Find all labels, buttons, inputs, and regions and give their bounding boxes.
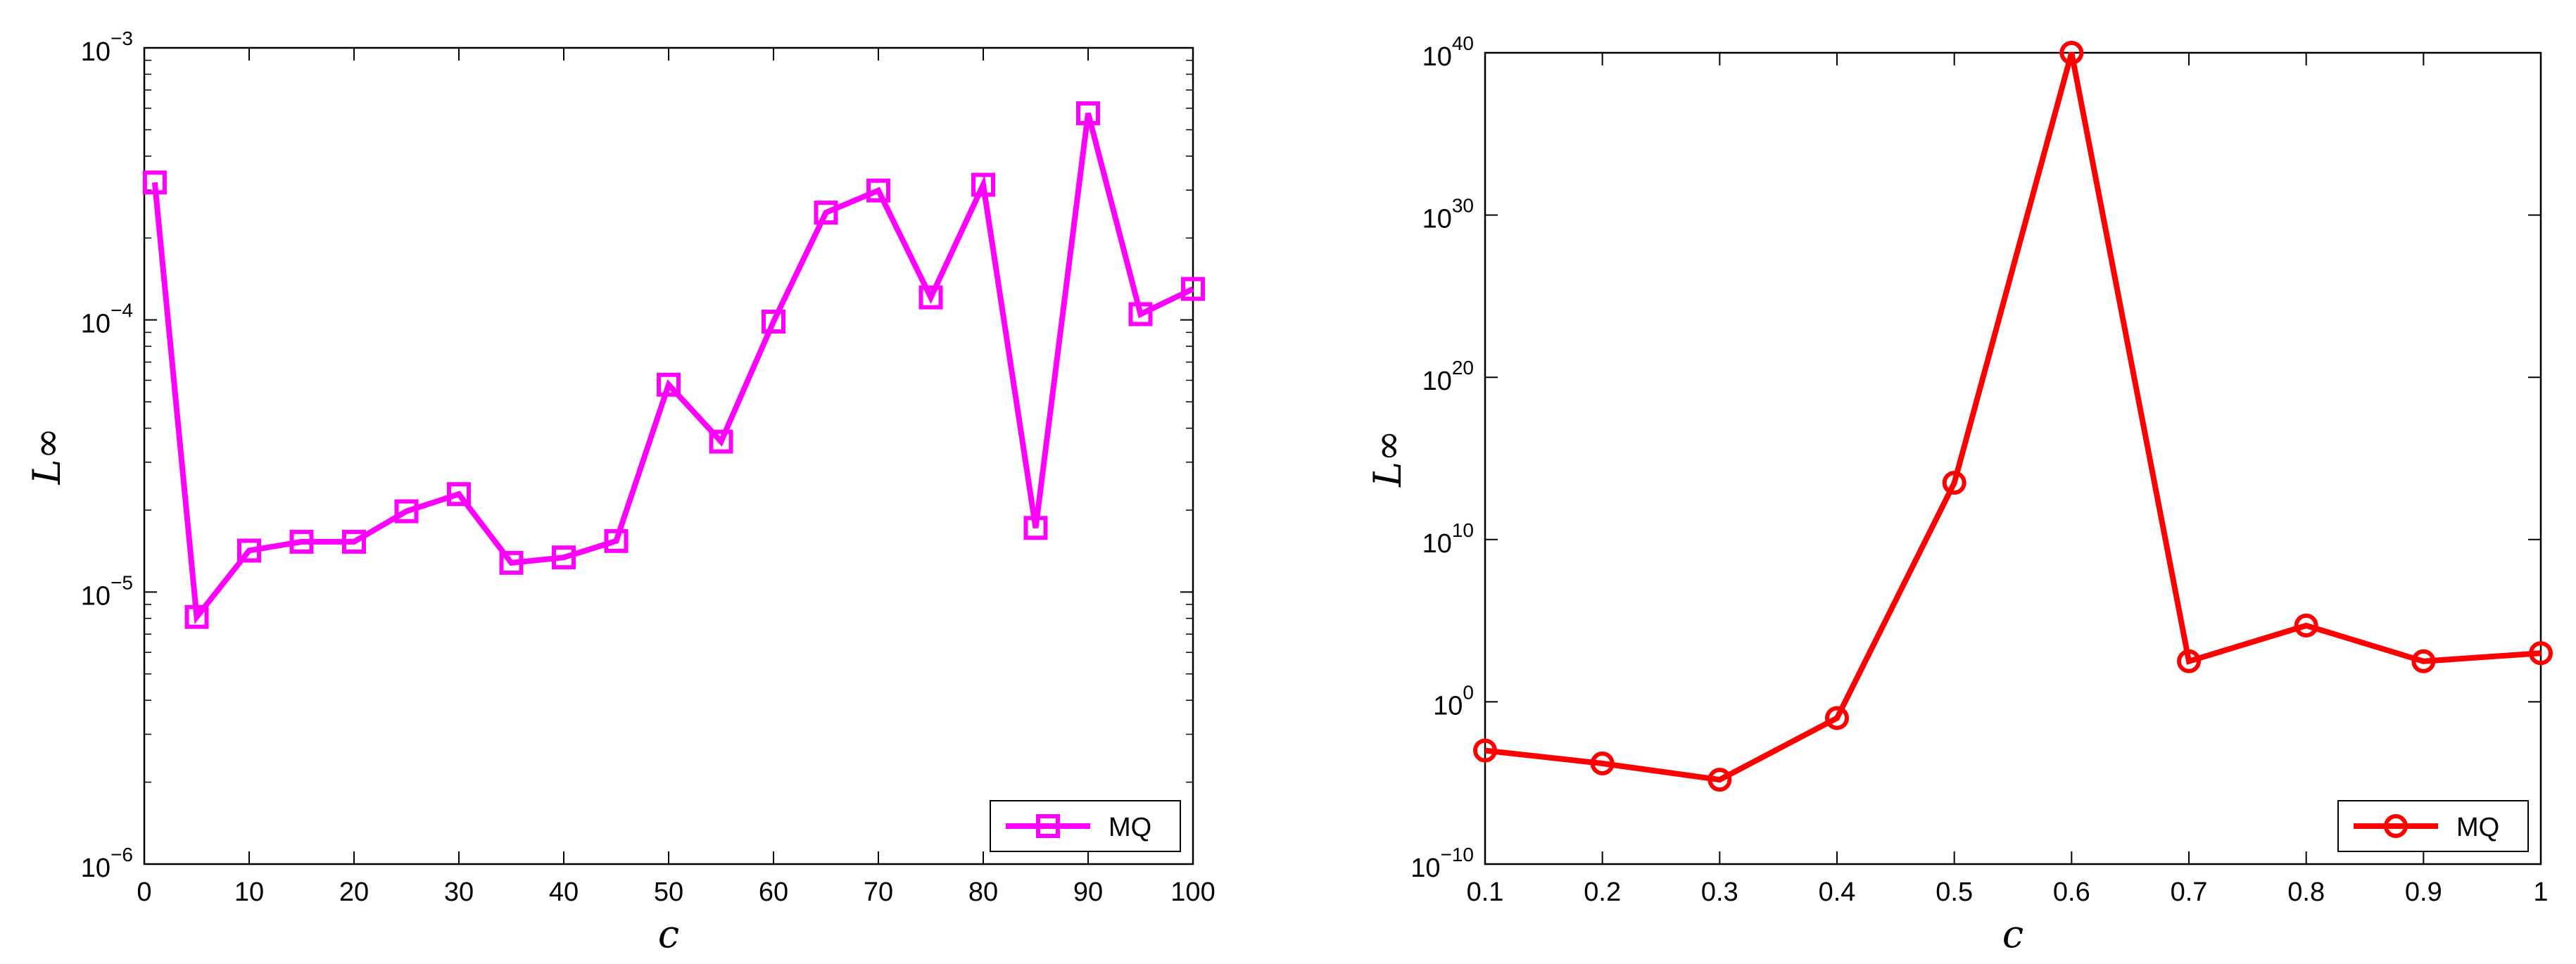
legend: MQ xyxy=(2337,800,2529,852)
legend-label: MQ xyxy=(1109,813,1151,842)
legend-label: MQ xyxy=(2456,813,2499,842)
x-tick-label: 10 xyxy=(234,877,264,907)
data-point xyxy=(2177,649,2201,673)
x-tick-label: 30 xyxy=(444,877,474,907)
y-tick-label: 1010 xyxy=(1422,519,1474,559)
data-point xyxy=(2411,649,2436,673)
plot-area xyxy=(143,46,1194,865)
data-point xyxy=(1825,706,1849,730)
data-point xyxy=(1023,516,1048,540)
data-point xyxy=(552,545,576,570)
data-point xyxy=(1590,751,1615,776)
x-tick-label: 20 xyxy=(339,877,369,907)
data-point xyxy=(184,604,209,629)
x-tick-label: 0.8 xyxy=(2287,877,2325,907)
y-axis-label: L∞ xyxy=(25,428,69,486)
y-tick-exponent: 30 xyxy=(1452,195,1474,217)
x-tick-label: 0.5 xyxy=(1936,877,1973,907)
y-tick-exponent: −3 xyxy=(111,27,133,49)
series-line-mq xyxy=(151,112,1194,624)
x-axis-label: c xyxy=(2002,912,2023,956)
x-tick-label: 60 xyxy=(759,877,788,907)
x-tick-label: 0.7 xyxy=(2171,877,2208,907)
x-tick-label: 40 xyxy=(549,877,579,907)
x-tick-label: 70 xyxy=(864,877,893,907)
data-point xyxy=(1181,277,1205,301)
x-tick-label: 80 xyxy=(968,877,998,907)
y-tick-label: 10−3 xyxy=(81,27,133,67)
y-tick-exponent: 10 xyxy=(1452,519,1474,541)
y-tick-exponent: −10 xyxy=(1441,844,1475,865)
data-point xyxy=(1707,768,1732,792)
y-tick-base: 10 xyxy=(1433,691,1463,721)
y-tick-base: 10 xyxy=(1422,367,1452,396)
series-line-mq xyxy=(1484,51,2542,783)
data-point xyxy=(866,178,890,203)
legend: MQ xyxy=(990,800,1181,852)
right-chart: 0.1 0.2 0.3 0.4 0.5 0.6 0.7 0.8 0.9 110−101001010… xyxy=(1365,32,2553,956)
data-point xyxy=(971,172,995,197)
x-tick-label: 90 xyxy=(1073,877,1103,907)
y-tick-label: 10−10 xyxy=(1410,844,1474,883)
data-point xyxy=(237,538,261,563)
y-tick-label: 10−5 xyxy=(81,571,133,611)
legend-marker xyxy=(1036,814,1060,838)
y-tick-base: 10 xyxy=(1422,205,1452,234)
y-tick-base: 10 xyxy=(1422,42,1452,72)
x-tick-label: 1 xyxy=(2533,877,2548,907)
data-point xyxy=(1473,738,1497,763)
data-point xyxy=(142,170,167,195)
x-tick-label: 0.6 xyxy=(2053,877,2090,907)
data-point xyxy=(762,310,785,334)
data-point xyxy=(394,499,419,524)
y-tick-label: 1020 xyxy=(1422,357,1474,396)
y-tick-exponent: 20 xyxy=(1452,357,1474,379)
left-chart: 0 10 20 30 40 50 60 70 80 90 10010−610−510−410−3cL… xyxy=(25,27,1216,956)
y-tick-label: 100 xyxy=(1433,681,1474,721)
x-tick-label: 50 xyxy=(654,877,683,907)
y-tick-base: 10 xyxy=(1410,854,1440,883)
x-tick-label: 0 xyxy=(137,877,151,907)
data-point xyxy=(289,529,314,554)
y-tick-exponent: −4 xyxy=(111,300,133,322)
y-tick-label: 10−4 xyxy=(81,300,133,339)
data-point xyxy=(604,528,629,553)
x-tick-label: 0.2 xyxy=(1584,877,1621,907)
data-point xyxy=(1076,101,1100,125)
data-point xyxy=(709,429,733,454)
y-tick-base: 10 xyxy=(81,310,111,339)
data-point xyxy=(2529,641,2553,666)
data-point xyxy=(918,285,943,310)
x-tick-label: 100 xyxy=(1170,877,1215,907)
x-tick-label: 0.3 xyxy=(1701,877,1738,907)
y-tick-label: 1030 xyxy=(1422,195,1474,234)
y-tick-base: 10 xyxy=(81,37,111,67)
data-point xyxy=(342,529,366,554)
data-point xyxy=(1128,302,1153,326)
y-tick-base: 10 xyxy=(81,854,111,883)
x-tick-label: 0.9 xyxy=(2405,877,2442,907)
y-tick-label: 1040 xyxy=(1422,32,1474,72)
x-tick-label: 0.4 xyxy=(1819,877,1856,907)
y-tick-exponent: 40 xyxy=(1452,32,1474,54)
y-tick-exponent: 0 xyxy=(1463,681,1474,703)
data-point xyxy=(657,372,681,397)
x-tick-label: 0.1 xyxy=(1467,877,1504,907)
data-point xyxy=(447,482,471,507)
x-axis-label: c xyxy=(658,912,679,956)
y-axis-label: L∞ xyxy=(1365,430,1410,488)
legend-marker xyxy=(2384,814,2408,838)
data-point xyxy=(1942,471,1966,495)
y-tick-label: 10−6 xyxy=(81,844,133,883)
y-tick-base: 10 xyxy=(1422,529,1452,559)
data-point xyxy=(814,201,838,225)
data-point xyxy=(499,550,524,575)
y-tick-exponent: −6 xyxy=(111,844,133,865)
data-point xyxy=(2294,614,2318,638)
plot-area xyxy=(1484,51,2542,865)
data-point xyxy=(2059,41,2084,65)
y-tick-base: 10 xyxy=(81,581,111,611)
y-tick-exponent: −5 xyxy=(111,571,133,593)
